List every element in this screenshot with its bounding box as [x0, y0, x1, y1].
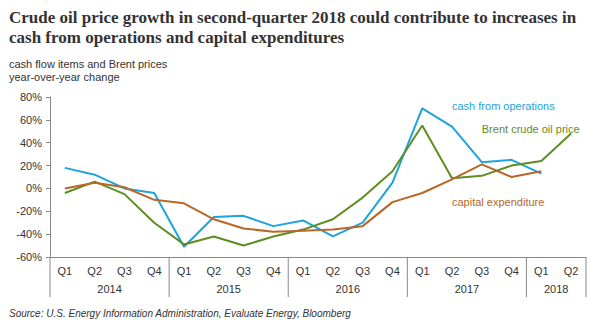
- svg-text:capital expenditure: capital expenditure: [452, 196, 544, 208]
- svg-text:Q4: Q4: [385, 265, 400, 277]
- svg-text:Q2: Q2: [206, 265, 221, 277]
- svg-text:Q3: Q3: [117, 265, 132, 277]
- svg-text:2017: 2017: [455, 283, 479, 295]
- svg-text:Q1: Q1: [177, 265, 192, 277]
- svg-text:0%: 0%: [26, 182, 42, 194]
- svg-text:Q2: Q2: [326, 265, 341, 277]
- svg-text:2015: 2015: [216, 283, 240, 295]
- svg-text:Q2: Q2: [87, 265, 102, 277]
- svg-text:2014: 2014: [97, 283, 121, 295]
- svg-text:Q2: Q2: [564, 265, 579, 277]
- svg-text:Source: U.S. Energy Informatio: Source: U.S. Energy Information Administ…: [9, 308, 351, 319]
- svg-text:Q4: Q4: [504, 265, 519, 277]
- svg-text:2018: 2018: [544, 283, 568, 295]
- svg-text:2016: 2016: [336, 283, 360, 295]
- svg-text:-60%: -60%: [16, 251, 42, 263]
- svg-text:Brent crude oil price: Brent crude oil price: [482, 123, 580, 135]
- svg-text:cash from operations and capit: cash from operations and capital expendi…: [9, 28, 345, 47]
- svg-text:Q3: Q3: [355, 265, 370, 277]
- svg-text:-20%: -20%: [16, 205, 42, 217]
- svg-text:-40%: -40%: [16, 228, 42, 240]
- svg-text:Q1: Q1: [534, 265, 549, 277]
- svg-text:Q3: Q3: [236, 265, 251, 277]
- svg-text:Q3: Q3: [474, 265, 489, 277]
- svg-text:Q2: Q2: [445, 265, 460, 277]
- svg-text:80%: 80%: [20, 91, 42, 103]
- svg-text:Q1: Q1: [415, 265, 430, 277]
- svg-text:40%: 40%: [20, 137, 42, 149]
- svg-text:60%: 60%: [20, 114, 42, 126]
- svg-text:cash from operations: cash from operations: [452, 100, 555, 112]
- svg-text:Q1: Q1: [58, 265, 73, 277]
- svg-text:Q1: Q1: [296, 265, 311, 277]
- svg-text:cash flow items and Brent pric: cash flow items and Brent prices: [9, 58, 168, 70]
- svg-text:Q4: Q4: [147, 265, 162, 277]
- svg-text:20%: 20%: [20, 160, 42, 172]
- svg-text:year-over-year change: year-over-year change: [9, 71, 120, 83]
- svg-text:Crude oil price growth in seco: Crude oil price growth in second-quarter…: [9, 8, 580, 27]
- svg-text:Q4: Q4: [266, 265, 281, 277]
